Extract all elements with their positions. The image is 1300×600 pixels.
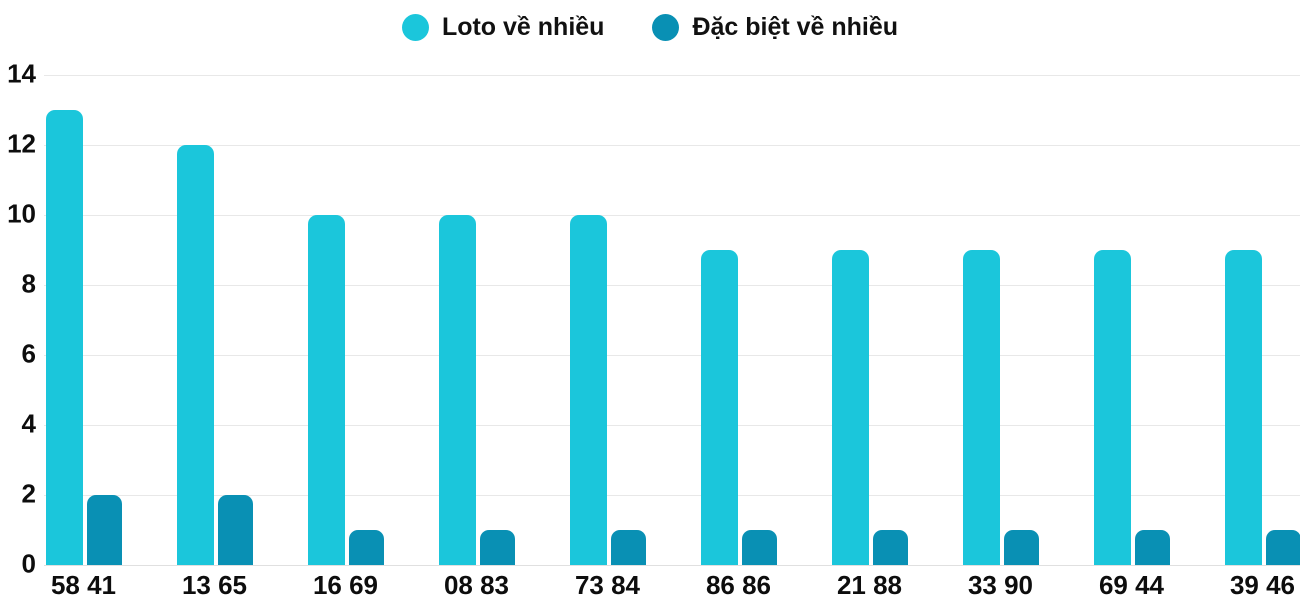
bar-series-0-cat-0[interactable] xyxy=(45,110,83,565)
y-axis-tick-label: 10 xyxy=(7,198,36,229)
x-axis-tick-label: 16 69 xyxy=(312,570,379,600)
legend-dot-icon xyxy=(652,14,680,41)
bar-group-39-46 xyxy=(1224,250,1300,565)
x-axis-tick-label: 39 46 xyxy=(1229,570,1296,600)
bar-series-0-cat-1[interactable] xyxy=(176,145,214,565)
gridline-y-8 xyxy=(44,284,1300,286)
x-axis-tick-label: 13 65 xyxy=(181,570,248,600)
y-axis-tick-label: 12 xyxy=(7,128,36,159)
gridline-y-2 xyxy=(44,494,1300,496)
x-axis-tick-label: 33 90 xyxy=(967,570,1034,600)
gridline-y-12 xyxy=(44,144,1300,146)
bar-series-1-cat-5[interactable] xyxy=(741,530,777,565)
x-axis-tick-label: 21 88 xyxy=(836,570,903,600)
x-axis-tick-label: 58 41 xyxy=(50,570,117,600)
bar-series-1-cat-0[interactable] xyxy=(86,495,122,565)
bar-series-0-cat-3[interactable] xyxy=(438,215,476,565)
x-axis-tick-label: 86 86 xyxy=(705,570,772,600)
bar-group-86-86 xyxy=(700,250,777,565)
legend-item-series-0[interactable]: Loto về nhiều xyxy=(401,13,605,42)
bar-series-1-cat-3[interactable] xyxy=(479,530,515,565)
bar-group-21-88 xyxy=(831,250,908,565)
legend-dot-icon xyxy=(401,14,429,41)
legend-label: Đặc biệt về nhiều xyxy=(692,13,899,41)
y-axis-tick-label: 0 xyxy=(21,548,36,579)
x-axis-tick-label: 73 84 xyxy=(574,570,641,600)
y-axis-tick-label: 2 xyxy=(21,478,36,509)
gridline-y-10 xyxy=(44,214,1300,216)
bar-group-73-84 xyxy=(569,215,646,565)
y-axis-tick-label: 8 xyxy=(21,268,36,299)
bar-series-1-cat-6[interactable] xyxy=(872,530,908,565)
bar-series-0-cat-6[interactable] xyxy=(831,250,869,565)
bar-series-0-cat-9[interactable] xyxy=(1224,250,1262,565)
bar-series-1-cat-4[interactable] xyxy=(610,530,646,565)
bar-series-1-cat-7[interactable] xyxy=(1003,530,1039,565)
bar-series-0-cat-2[interactable] xyxy=(307,215,345,565)
bar-series-1-cat-8[interactable] xyxy=(1134,530,1170,565)
legend-item-series-1[interactable]: Đặc biệt về nhiều xyxy=(652,13,898,42)
bar-group-16-69 xyxy=(307,215,384,565)
bar-group-69-44 xyxy=(1093,250,1170,565)
y-axis-tick-label: 6 xyxy=(21,338,36,369)
y-axis-tick-label: 4 xyxy=(21,408,36,439)
x-axis-tick-label: 69 44 xyxy=(1098,570,1165,600)
bar-group-08-83 xyxy=(438,215,515,565)
bar-series-1-cat-2[interactable] xyxy=(348,530,384,565)
bar-series-1-cat-9[interactable] xyxy=(1265,530,1300,565)
gridline-y-14 xyxy=(44,74,1300,76)
bar-series-1-cat-1[interactable] xyxy=(217,495,253,565)
y-axis-tick-label: 14 xyxy=(7,58,36,89)
bar-series-0-cat-5[interactable] xyxy=(700,250,738,565)
chart-legend: Loto về nhiều Đặc biệt về nhiều xyxy=(0,13,1300,42)
x-axis-tick-label: 08 83 xyxy=(443,570,510,600)
bar-series-0-cat-7[interactable] xyxy=(962,250,1000,565)
bar-series-0-cat-4[interactable] xyxy=(569,215,607,565)
gridline-y-0 xyxy=(44,564,1300,566)
bar-group-33-90 xyxy=(962,250,1039,565)
bar-series-0-cat-8[interactable] xyxy=(1093,250,1131,565)
bar-group-58-41 xyxy=(45,110,122,565)
bar-group-13-65 xyxy=(176,145,253,565)
legend-label: Loto về nhiều xyxy=(441,13,605,41)
gridline-y-4 xyxy=(44,424,1300,426)
gridline-y-6 xyxy=(44,354,1300,356)
